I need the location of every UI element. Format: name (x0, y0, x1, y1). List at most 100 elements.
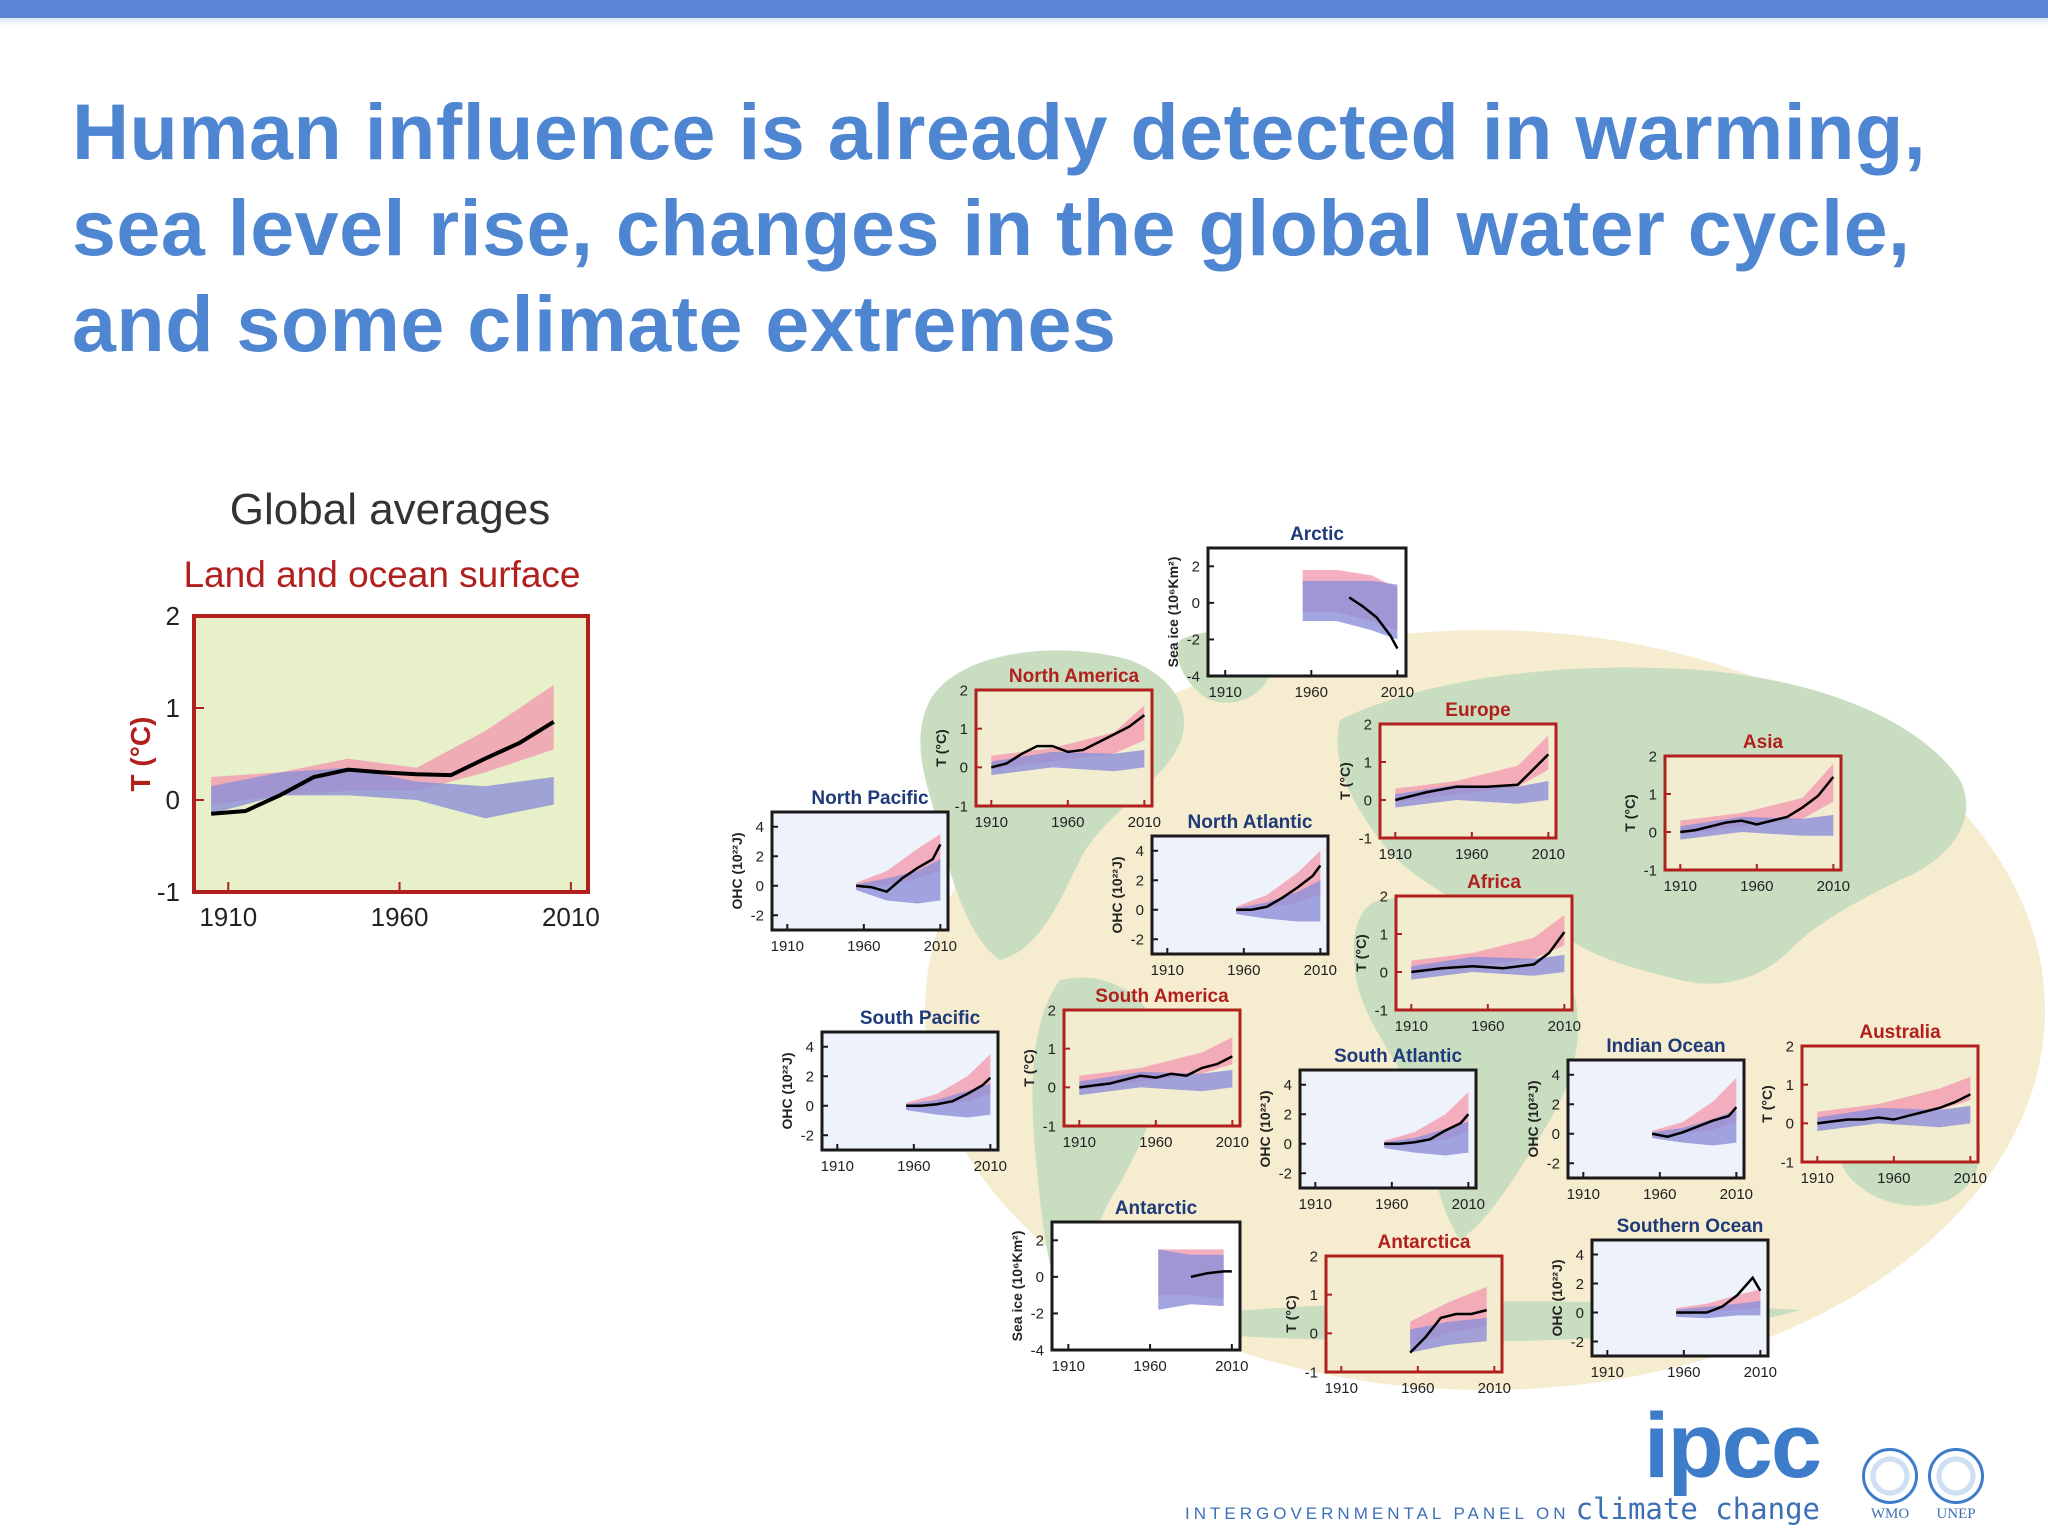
arctic-blue-band (1302, 580, 1398, 640)
ipcc-tagline-big: climate change (1575, 1492, 1820, 1526)
south-pacific-xtick-label-2: 2010 (974, 1158, 1007, 1175)
slide-title-line-1: Human influence is already detected in w… (72, 87, 1927, 176)
north-america-xtick-label-1: 1960 (1051, 814, 1084, 831)
north-pacific-xtick-label-1: 1960 (847, 938, 880, 955)
north-pacific-xtick-label-2: 2010 (924, 938, 957, 955)
south-america-ytick-label-0: -1 (1043, 1118, 1056, 1135)
south-atlantic-xtick-label-0: 1910 (1299, 1196, 1332, 1213)
south-atlantic-ylabel: OHC (10²²J) (1257, 1090, 1273, 1167)
antarctic-chart: -4 -2 0 2 1910 1960 2010 Sea ice (10⁶Km²) Antarc… (1009, 1198, 1249, 1375)
antarctica-xtick-label-1: 1960 (1401, 1380, 1434, 1397)
global-frame (192, 614, 590, 894)
antarctic-title: Antarctic (1115, 1198, 1198, 1219)
north-pacific-ytick-label-1: 0 (756, 878, 764, 895)
southern-ocean-ytick-label-2: 2 (1576, 1276, 1584, 1293)
wmo-emblem-icon (1862, 1448, 1918, 1504)
north-atlantic-xtick-label-1: 1960 (1227, 962, 1260, 979)
south-pacific-ytick-label-1: 0 (806, 1098, 814, 1115)
indian-ocean-xtick-label-0: 1910 (1567, 1186, 1600, 1203)
africa-ytick-label-3: 2 (1380, 888, 1388, 905)
australia-title: Australia (1859, 1022, 1941, 1043)
antarctica-ylabel: T (°C) (1283, 1295, 1299, 1332)
indian-ocean-chart: -2 0 2 4 1910 1960 2010 OHC (10²²J) Indian Ocean (1525, 1036, 1753, 1203)
north-america-xtick-label-0: 1910 (975, 814, 1008, 831)
australia-xtick-label-1: 1960 (1877, 1170, 1910, 1187)
ipcc-tagline: INTERGOVERNMENTAL PANEL ON climate change (1185, 1492, 1820, 1526)
antarctica-ytick-label-0: -1 (1305, 1364, 1318, 1381)
antarctic-xtick-label-1: 1960 (1133, 1358, 1166, 1375)
south-atlantic-xtick-label-2: 2010 (1452, 1196, 1485, 1213)
australia-chart: -1 0 1 2 1910 1960 2010 T (°C) Australia (1759, 1022, 1987, 1187)
north-atlantic-ytick-label-2: 2 (1136, 873, 1144, 890)
global-observed-line (210, 720, 555, 816)
slide-title: Human influence is already detected in w… (72, 84, 1972, 372)
arctic-observed-line (1348, 596, 1399, 650)
south-america-ytick-label-1: 0 (1048, 1080, 1056, 1097)
europe-chart: -1 0 1 2 1910 1960 2010 T (°C) Europe (1337, 700, 1565, 863)
north-pacific-observed-line (856, 843, 942, 894)
north-pacific-ytick-label-3: 4 (756, 819, 764, 836)
southern-ocean-frame (1590, 1238, 1770, 1358)
africa-ytick-label-0: -1 (1375, 1002, 1388, 1019)
south-america-frame (1062, 1008, 1242, 1128)
south-america-ytick-label-2: 1 (1048, 1041, 1056, 1058)
europe-ytick-label-0: -1 (1359, 830, 1372, 847)
arctic-ylabel: Sea ice (10⁶Km²) (1165, 557, 1181, 668)
asia-xtick-label-2: 2010 (1817, 878, 1850, 895)
north-pacific-ylabel: OHC (10²²J) (729, 832, 745, 909)
asia-chart: -1 0 1 2 1910 1960 2010 T (°C) Asia (1622, 732, 1850, 895)
ipcc-logo: ipcc (1643, 1395, 1822, 1497)
north-atlantic-title: North Atlantic (1188, 812, 1313, 833)
global-ylabel: T (°C) (125, 717, 156, 792)
arctic-ytick-label-3: 2 (1192, 559, 1200, 576)
antarctic-xtick-label-0: 1910 (1052, 1358, 1085, 1375)
north-atlantic-ylabel: OHC (10²²J) (1109, 856, 1125, 933)
south-america-xtick-label-2: 2010 (1216, 1134, 1249, 1151)
europe-xtick-label-0: 1910 (1379, 846, 1412, 863)
north-pacific-xtick-label-0: 1910 (771, 938, 804, 955)
antarctic-ylabel: Sea ice (10⁶Km²) (1009, 1231, 1025, 1342)
north-america-chart: -1 0 1 2 1910 1960 2010 T (°C) North America (933, 666, 1161, 831)
southern-ocean-ytick-label-1: 0 (1576, 1305, 1584, 1322)
south-america-blue-band (1079, 1069, 1233, 1096)
asia-ytick-label-1: 0 (1649, 824, 1657, 841)
south-pacific-chart: -2 0 2 4 1910 1960 2010 OHC (10²²J) South Pacifi… (779, 1008, 1007, 1175)
antarctic-observed-line (1190, 1270, 1232, 1279)
north-america-ytick-label-2: 1 (960, 721, 968, 738)
south-atlantic-frame (1298, 1068, 1478, 1190)
top-accent-bar (0, 0, 2048, 18)
antarctica-xtick-label-0: 1910 (1325, 1380, 1358, 1397)
slide-title-line-3: and some climate extremes (72, 279, 1117, 368)
europe-frame (1378, 722, 1558, 840)
wmo-label: WMO (1870, 1506, 1910, 1522)
asia-observed-line (1680, 776, 1835, 834)
north-america-ytick-label-1: 0 (960, 760, 968, 777)
north-atlantic-ytick-label-1: 0 (1136, 902, 1144, 919)
antarctic-ytick-label-2: 0 (1036, 1269, 1044, 1286)
south-america-chart: -1 0 1 2 1910 1960 2010 T (°C) South America (1021, 986, 1249, 1151)
north-america-blue-band (991, 749, 1145, 776)
australia-ytick-label-2: 1 (1786, 1077, 1794, 1094)
europe-xtick-label-1: 1960 (1455, 846, 1488, 863)
global-xtick-label-2: 2010 (542, 902, 600, 932)
south-atlantic-chart: -2 0 2 4 1910 1960 2010 OHC (10²²J) South Atlant… (1257, 1046, 1485, 1213)
south-america-xtick-label-1: 1960 (1139, 1134, 1172, 1151)
global-blue-band (211, 767, 554, 819)
europe-blue-band (1395, 781, 1549, 808)
north-america-ylabel: T (°C) (933, 729, 949, 766)
south-america-observed-line (1079, 1055, 1233, 1089)
antarctica-xtick-label-2: 2010 (1478, 1380, 1511, 1397)
south-america-xtick-label-0: 1910 (1063, 1134, 1096, 1151)
arctic-title: Arctic (1290, 524, 1344, 545)
antarctic-xtick-label-2: 2010 (1215, 1358, 1248, 1375)
africa-observed-line (1411, 931, 1566, 974)
global-ytick-label-2: 1 (166, 693, 180, 723)
south-atlantic-ytick-label-2: 2 (1284, 1107, 1292, 1124)
south-atlantic-ytick-label-3: 4 (1284, 1077, 1292, 1094)
north-pacific-chart: -2 0 2 4 1910 1960 2010 OHC (10²²J) North Pacifi… (729, 788, 957, 955)
north-america-ytick-label-3: 2 (960, 682, 968, 699)
north-atlantic-xtick-label-0: 1910 (1151, 962, 1184, 979)
asia-blue-band (1680, 814, 1834, 840)
south-pacific-xtick-label-1: 1960 (897, 1158, 930, 1175)
